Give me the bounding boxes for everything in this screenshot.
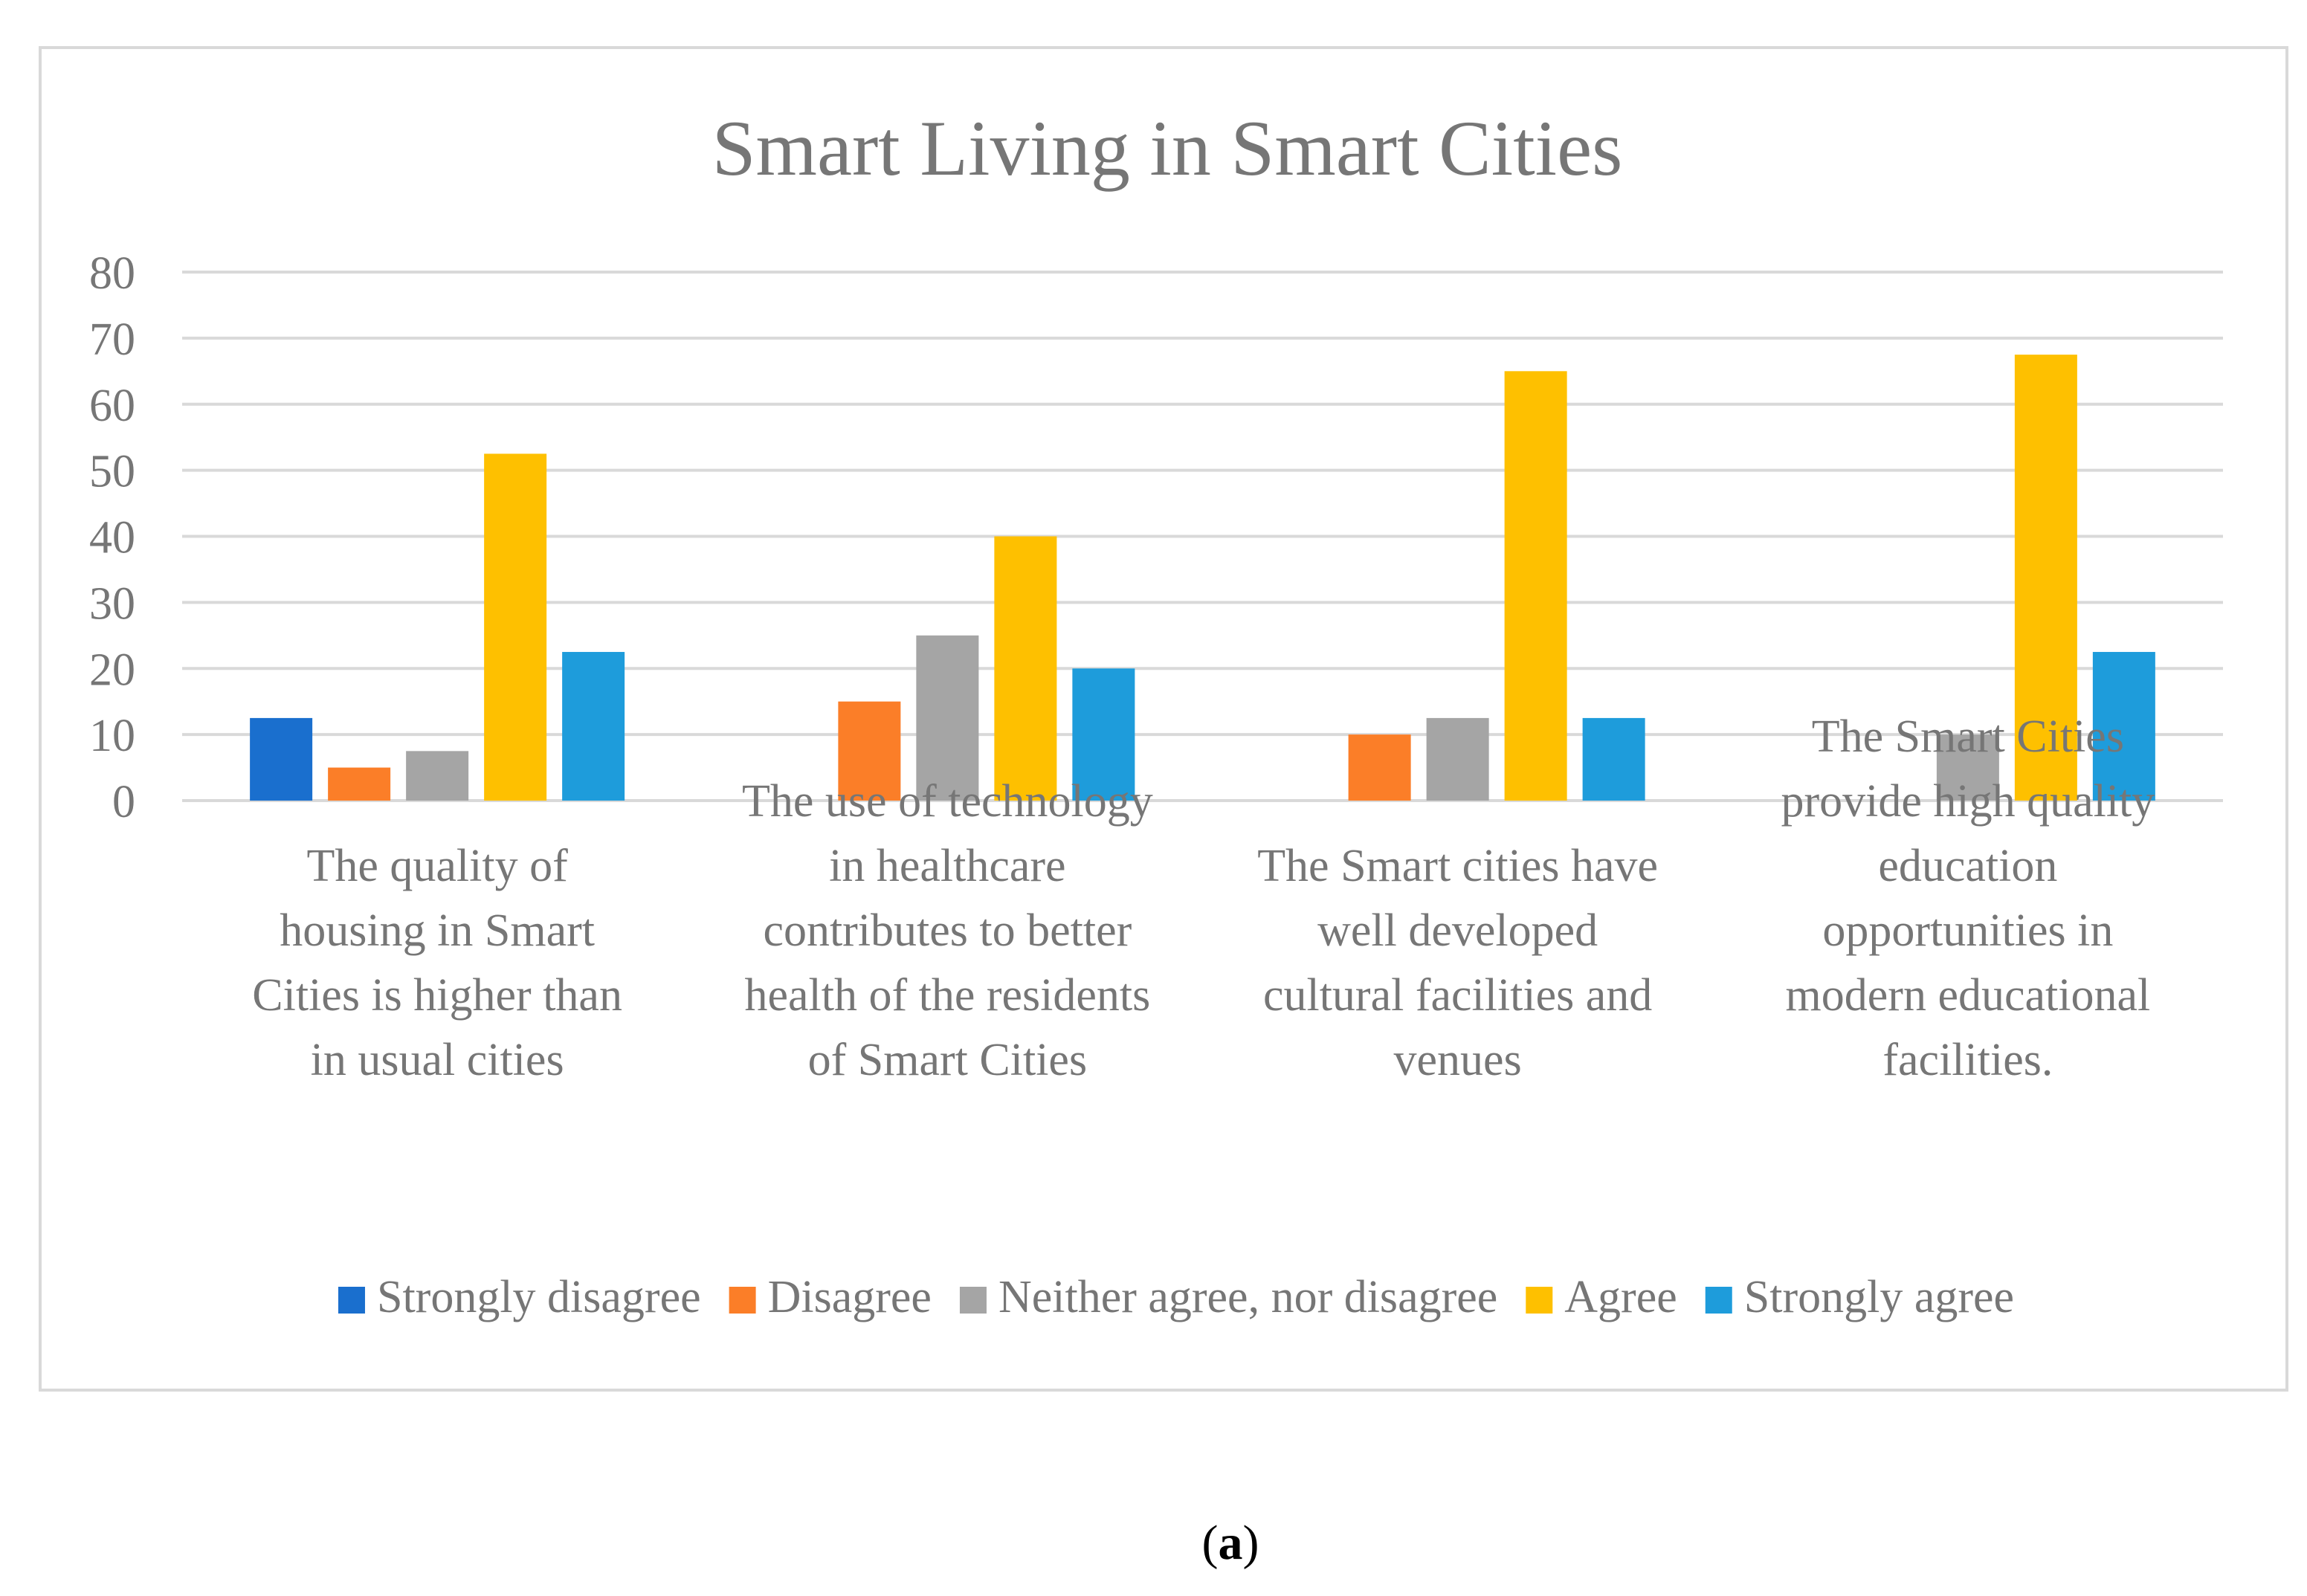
- bar-agree-cat-2: [994, 536, 1057, 801]
- y-axis-ticks: 0 10 20 30 40 50 60 70 80: [89, 248, 135, 827]
- bar-agree-cat-1: [484, 453, 547, 801]
- legend-swatch: [1705, 1287, 1732, 1314]
- legend-swatch: [338, 1287, 365, 1314]
- legend-item: Strongly disagree: [338, 1272, 701, 1322]
- legend-item: Agree: [1526, 1272, 1677, 1322]
- legend: Strongly disagree Disagree Neither agree, …: [338, 1272, 2014, 1322]
- category-label: The Smart Cities provide high quality educ…: [1781, 711, 2155, 1085]
- y-tick-label: 50: [89, 447, 135, 497]
- bar-strongly-disagree-cat-1: [250, 717, 313, 801]
- legend-swatch: [959, 1287, 987, 1314]
- legend-label: Strongly disagree: [377, 1272, 701, 1322]
- y-tick-label: 0: [112, 777, 135, 827]
- bar-neither-agree-nor-disagree-cat-3: [1426, 717, 1489, 801]
- legend-label: Disagree: [768, 1272, 932, 1322]
- y-tick-label: 30: [89, 578, 135, 629]
- category-label: The use of technology in healthcare contri…: [742, 776, 1153, 1085]
- legend-swatch: [729, 1287, 756, 1314]
- bar-agree-cat-3: [1504, 371, 1567, 801]
- bar-disagree-cat-3: [1348, 734, 1411, 801]
- category-label: The quality of housing in Smart Cities is …: [252, 841, 622, 1085]
- y-tick-label: 20: [89, 644, 135, 695]
- bar-neither-agree-nor-disagree-cat-4: [1936, 734, 1999, 801]
- bar-disagree-cat-2: [838, 701, 901, 801]
- y-tick-label: 60: [89, 381, 135, 431]
- legend-item: Disagree: [729, 1272, 932, 1322]
- bar-disagree-cat-1: [328, 767, 391, 801]
- bar-strongly-agree-cat-3: [1582, 717, 1645, 801]
- legend-swatch: [1526, 1287, 1553, 1314]
- bar-agree-cat-4: [2014, 355, 2077, 801]
- y-tick-label: 80: [89, 248, 135, 299]
- legend-item: Strongly agree: [1705, 1272, 2014, 1322]
- bar-strongly-agree-cat-1: [562, 652, 625, 801]
- y-tick-label: 10: [89, 711, 135, 761]
- figure-caption: (a): [1202, 1516, 1259, 1570]
- bar-strongly-agree-cat-2: [1072, 668, 1135, 801]
- legend-label: Neither agree, nor disagree: [998, 1272, 1497, 1322]
- legend-item: Neither agree, nor disagree: [959, 1272, 1497, 1322]
- y-tick-label: 40: [89, 513, 135, 563]
- bar-strongly-agree-cat-4: [2092, 652, 2155, 801]
- bar-neither-agree-nor-disagree-cat-2: [916, 635, 979, 801]
- category-label: The Smart cities have well developed cultu…: [1257, 841, 1658, 1085]
- chart-title: Smart Living in Smart Cities: [712, 105, 1623, 192]
- legend-label: Strongly agree: [1744, 1272, 2014, 1322]
- chart-frame: [39, 46, 2288, 1392]
- bar-neither-agree-nor-disagree-cat-1: [406, 751, 469, 801]
- legend-label: Agree: [1564, 1272, 1677, 1322]
- category-labels: The quality of housing in Smart Cities is …: [252, 711, 2155, 1085]
- bars: [250, 355, 2155, 801]
- y-tick-label: 70: [89, 314, 135, 365]
